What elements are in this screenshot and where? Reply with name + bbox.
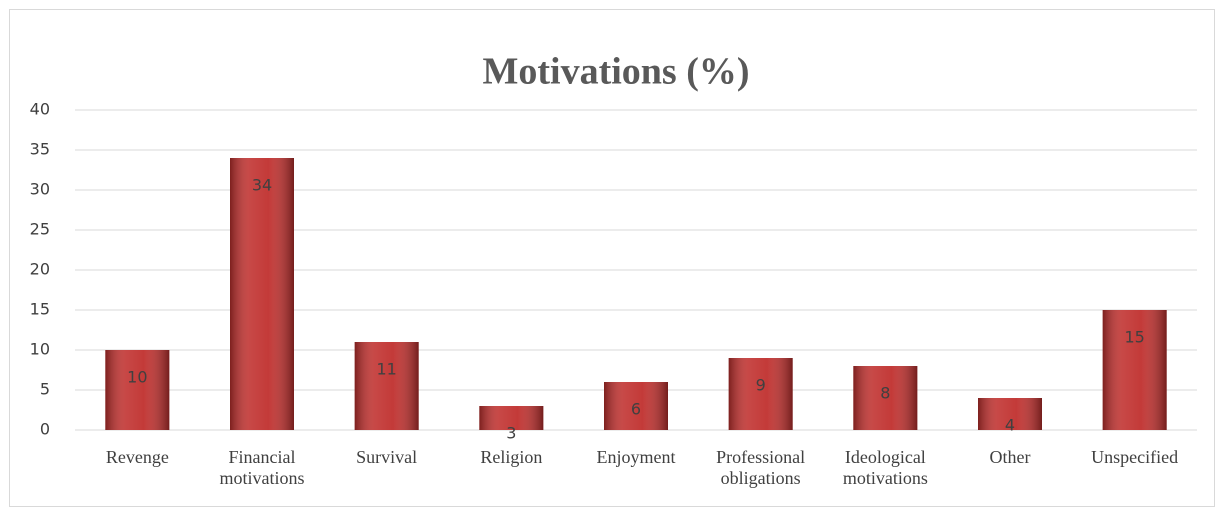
x-tick-label: Enjoyment	[596, 447, 676, 467]
x-tick-label: Financial motivations	[219, 447, 305, 488]
chart-title: Motivations (%)	[482, 51, 749, 93]
x-tick-label: Survival	[356, 447, 418, 467]
x-tick-label: Revenge	[105, 447, 169, 467]
bar-shade	[230, 158, 294, 430]
bar-shade	[479, 406, 544, 430]
y-tick-label: 15	[30, 300, 50, 319]
y-tick-label: 25	[30, 220, 50, 239]
x-tick-label: Ideological motivations	[842, 447, 928, 488]
y-tick-label: 0	[40, 420, 50, 439]
bar-shade	[853, 366, 918, 430]
data-label: 11	[376, 360, 396, 379]
y-tick-label: 35	[30, 140, 50, 159]
data-label: 6	[631, 400, 641, 419]
x-tick-label: Religion	[480, 447, 543, 467]
x-tick-label: Other	[989, 447, 1031, 467]
bar-shade	[978, 398, 1042, 430]
bar-shade	[354, 342, 419, 430]
bar-shade	[1102, 310, 1167, 430]
y-tick-label: 30	[30, 180, 50, 199]
bar-shade	[604, 382, 668, 430]
x-tick-label: Professional obligations	[716, 447, 806, 488]
y-tick-label: 5	[40, 380, 50, 399]
data-label: 9	[756, 376, 766, 395]
data-label: 10	[127, 368, 147, 387]
data-label: 34	[252, 176, 272, 195]
data-label: 4	[1005, 416, 1015, 435]
y-tick-label: 40	[30, 100, 50, 119]
bar-shade	[728, 358, 793, 430]
data-label: 15	[1124, 328, 1144, 347]
bar-shade	[105, 350, 170, 430]
data-label: 8	[880, 384, 890, 403]
x-tick-label: Unspecified	[1091, 447, 1179, 467]
y-tick-label: 10	[30, 340, 50, 359]
data-label: 3	[506, 424, 516, 443]
y-tick-label: 20	[30, 260, 50, 279]
